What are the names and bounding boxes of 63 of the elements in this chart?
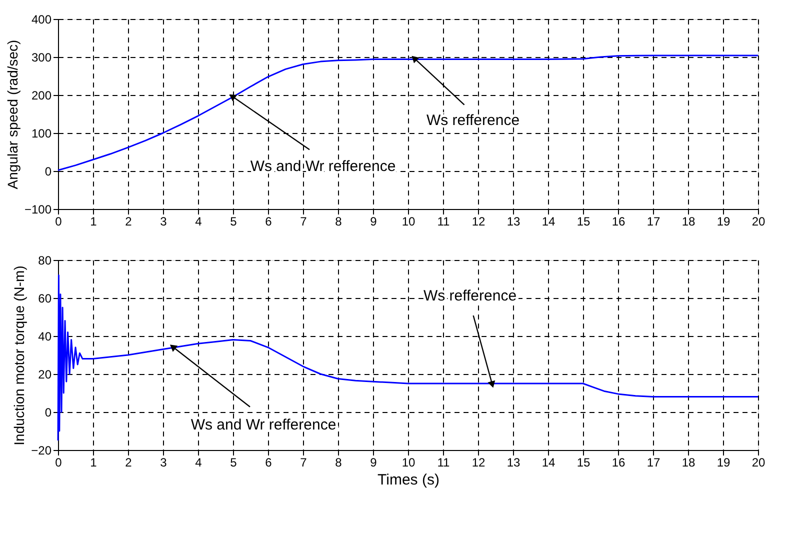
- y-tick-label: 40: [38, 330, 52, 344]
- x-tick-label: 0: [55, 214, 62, 228]
- x-tick-label: 11: [437, 456, 450, 470]
- x-tick-label: 20: [752, 214, 766, 228]
- x-tick-label: 7: [300, 214, 308, 228]
- y-tick-label: 200: [31, 88, 52, 102]
- x-tick-label: 15: [576, 214, 590, 228]
- x-tick-label: 16: [612, 214, 626, 228]
- x-tick-label: 1: [90, 214, 98, 228]
- y-tick-label: 20: [38, 368, 52, 382]
- y-tick-label: −100: [24, 202, 52, 216]
- y-tick-label: 80: [38, 254, 52, 268]
- x-tick-label: 10: [402, 214, 416, 228]
- x-tick-label: 2: [125, 456, 132, 470]
- annotation: Ws refference: [423, 288, 517, 304]
- x-tick-label: 10: [402, 456, 416, 470]
- x-tick-label: 19: [716, 456, 730, 470]
- y-axis-title: Angular speed (rad/sec): [4, 40, 20, 190]
- y-axis-title: Induction motor torque (N-m): [11, 266, 28, 446]
- x-tick-label: 8: [335, 214, 342, 228]
- annotation: Ws and Wr refference: [190, 416, 336, 434]
- x-tick-label: 17: [646, 456, 660, 470]
- x-tick-label: 1: [90, 456, 98, 470]
- x-tick-label: 14: [542, 456, 556, 470]
- x-tick-label: 11: [437, 214, 450, 228]
- x-tick-label: 15: [576, 456, 590, 470]
- x-tick-label: 6: [265, 456, 272, 470]
- x-tick-label: 16: [612, 456, 626, 470]
- x-tick-label: 3: [160, 456, 168, 470]
- x-tick-label: 5: [230, 214, 238, 228]
- line-series: [57, 54, 759, 171]
- y-tick-label: 0: [44, 164, 52, 178]
- x-tick-label: 8: [335, 456, 342, 470]
- x-tick-label: 13: [506, 456, 520, 470]
- x-tick-label: 4: [195, 214, 202, 228]
- x-tick-label: 18: [682, 214, 696, 228]
- x-tick-label: 7: [300, 456, 308, 470]
- y-tick-label: −20: [31, 444, 52, 458]
- x-tick-label: 12: [472, 214, 486, 228]
- x-tick-label: 9: [370, 214, 378, 228]
- line-series: [57, 274, 759, 442]
- y-tick-label: 400: [31, 12, 52, 26]
- x-tick-label: 9: [370, 456, 378, 470]
- x-axis-title: Times (s): [378, 472, 440, 488]
- x-tick-label: 20: [752, 456, 766, 470]
- annotation: Ws refference: [426, 112, 520, 129]
- x-tick-label: 12: [472, 456, 486, 470]
- y-tick-label: 60: [38, 292, 52, 306]
- x-tick-label: 14: [542, 214, 556, 228]
- x-tick-label: 2: [125, 214, 132, 228]
- x-tick-label: 3: [160, 214, 168, 228]
- x-tick-label: 17: [646, 214, 660, 228]
- x-tick-label: 18: [682, 456, 696, 470]
- y-tick-label: 300: [31, 50, 52, 64]
- annotation: Ws and Wr refference: [250, 158, 396, 175]
- x-tick-label: 13: [506, 214, 520, 228]
- x-tick-label: 5: [230, 456, 238, 470]
- y-tick-label: 100: [31, 126, 52, 140]
- x-tick-label: 19: [716, 214, 730, 228]
- x-tick-label: 6: [265, 214, 272, 228]
- x-tick-label: 0: [55, 456, 62, 470]
- y-tick-label: 0: [44, 406, 52, 420]
- x-tick-label: 4: [195, 456, 202, 470]
